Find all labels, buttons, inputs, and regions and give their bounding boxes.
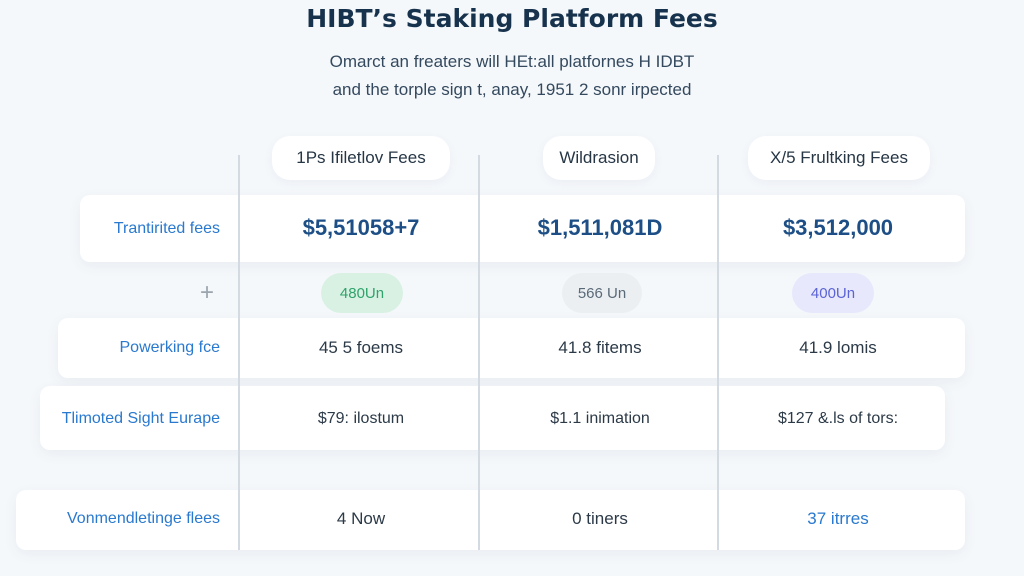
column-header[interactable]: Wildrasion [543,136,655,180]
column-divider [238,155,240,550]
row-label: Powerking fce [119,339,221,356]
fee-value: $3,512,000 [782,215,894,240]
column-header[interactable]: X/5 Frultking Fees [748,136,930,180]
fee-value: $1,511,081D [537,215,663,240]
fee-value: 41.9 lomis [799,338,877,357]
subtitle-line: and the torple sign t, anay, 1951 2 sonr… [332,80,692,99]
row-card-recommended [16,490,965,550]
column-header[interactable]: 1Ps Ifiletlov Fees [272,136,450,180]
fee-value: $79: ilostum [317,410,405,427]
column-divider [478,155,480,550]
fee-value: 4 Now [336,509,386,528]
fee-value: $5,51058+7 [302,215,420,240]
status-badge: 566 Un [562,273,642,313]
fee-value: $1.1 inimation [550,410,650,427]
status-badge: 400Un [792,273,874,313]
status-badge: 480Un [321,273,403,313]
subtitle-line: Omarct an freaters will HEt:all platforn… [329,52,695,71]
fee-value: 37 itrres [807,509,869,528]
fee-value: 0 tiners [572,509,628,528]
fee-value: 45 5 foems [318,338,404,357]
row-label: Tlimoted Sight Eurape [61,410,220,427]
row-card-powering [58,318,965,378]
page-title: HIBT’s Staking Platform Fees [306,4,718,33]
plus-icon[interactable]: + [200,279,215,306]
row-card-limited [40,386,945,450]
fee-value: $127 &.ls of tors: [777,410,899,427]
row-label: Vonmendletinge flees [67,510,220,527]
row-card-transferred [80,195,965,262]
page-subtitle: Omarct an freaters will HEt:all platforn… [0,48,1024,104]
fee-value: 41.8 fitems [558,338,642,357]
column-divider [717,155,719,550]
row-label: Trantirited fees [113,220,220,237]
